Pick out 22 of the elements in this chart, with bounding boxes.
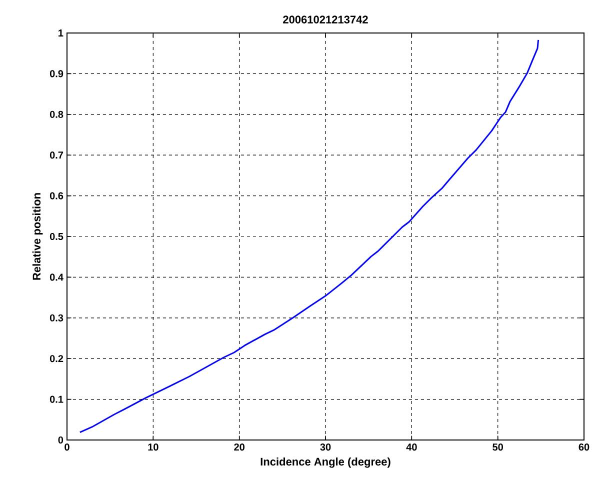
x-tick-label: 30 [320,444,331,451]
x-axis-title: Incidence Angle (degree) [260,457,390,468]
y-tick-label: 0.7 [50,152,64,159]
y-tick-label: 0.8 [50,110,64,118]
y-tick-label: 0.6 [50,192,64,200]
chart-title: 20061021213742 [283,16,368,24]
x-tick-label: 20 [234,444,244,451]
x-tick-label: 40 [406,444,417,451]
y-tick-label: 0.4 [50,274,64,281]
y-tick-label: 0.9 [50,70,64,78]
y-axis-title: Relative position [32,193,43,280]
line-series [79,39,540,434]
x-tick-label: 60 [578,444,590,451]
y-tick-label: 0.2 [50,355,64,362]
y-tick-label: 0.5 [50,232,64,240]
y-tick-label: 1 [58,30,64,36]
y-tick-label: 0.3 [50,314,64,322]
x-tick-label: 10 [148,444,158,451]
x-tick-label: 50 [492,444,503,451]
y-tick-label: 0 [58,436,64,444]
x-tick-label: 0 [64,444,70,451]
y-tick-label: 0.1 [50,396,64,403]
